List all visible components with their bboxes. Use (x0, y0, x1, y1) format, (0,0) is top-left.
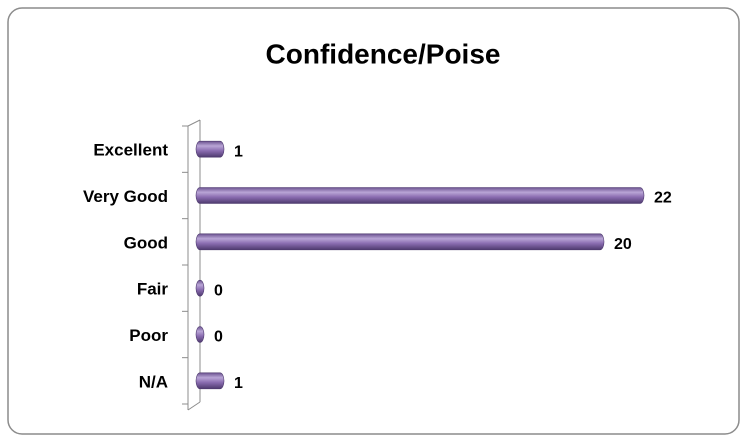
y-tick-label: Fair (137, 280, 169, 299)
bar (195, 187, 645, 204)
bar (195, 326, 205, 343)
y-tick-label: N/A (139, 372, 168, 391)
bar (195, 233, 605, 251)
bar (195, 279, 205, 297)
data-label: 0 (214, 329, 223, 346)
data-label: 1 (234, 143, 243, 160)
data-label: 22 (654, 190, 672, 207)
y-tick-label: Very Good (83, 187, 168, 206)
bar (195, 372, 225, 390)
y-tick-label: Excellent (93, 141, 168, 160)
y-tick-label: Poor (129, 326, 168, 345)
chart-title: Confidence/Poise (266, 38, 501, 69)
chart-frame (7, 7, 740, 435)
data-label: 0 (214, 282, 223, 299)
data-label: 20 (614, 236, 632, 253)
data-label: 1 (234, 375, 243, 392)
y-tick-label: Good (124, 233, 168, 252)
axis-wall (187, 119, 201, 411)
bar (195, 140, 225, 158)
